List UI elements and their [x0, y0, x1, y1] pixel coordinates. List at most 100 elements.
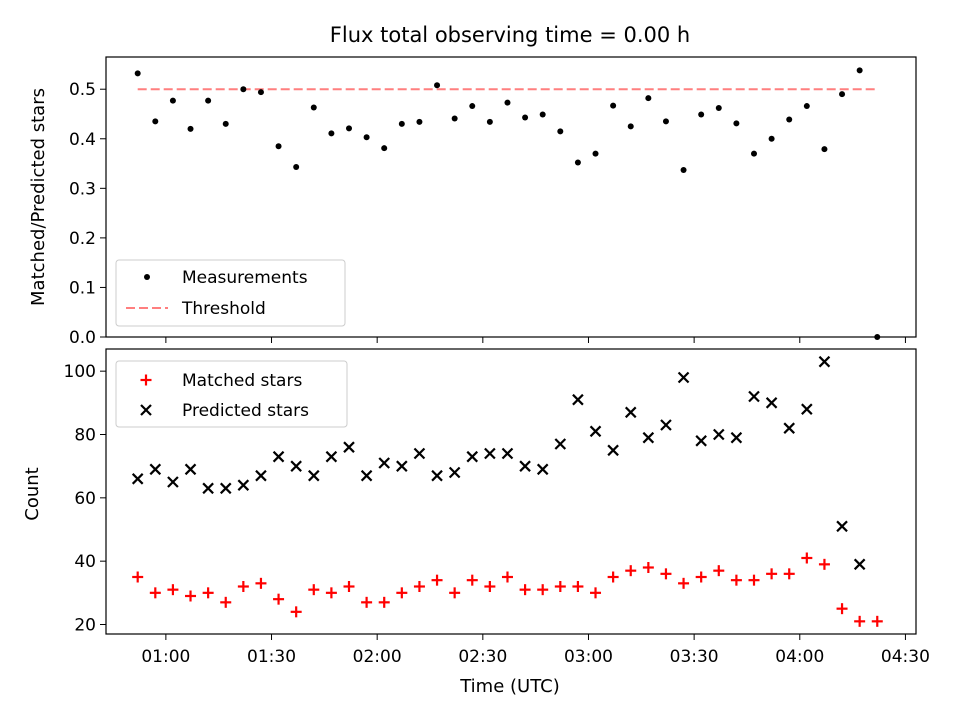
matched-star-marker [766, 568, 778, 580]
legend-predicted-marker-b [140, 404, 152, 416]
measurement-point [839, 91, 846, 98]
matched-star-marker [185, 590, 197, 602]
legend-label-matched: Matched stars [182, 371, 302, 391]
matched-star-marker [554, 581, 566, 592]
predicted-x-b [695, 435, 707, 447]
measurement-point [786, 116, 793, 123]
predicted-x-b [413, 447, 426, 460]
measurement-point [539, 111, 546, 118]
predicted-x-b [325, 450, 338, 463]
predicted-x-b [642, 431, 655, 444]
predicted-x-b [607, 444, 619, 457]
predicted-star-marker [325, 450, 338, 463]
matched-star-marker [167, 584, 179, 596]
top-legend: Measurements Threshold [115, 259, 346, 327]
predicted-x-b [184, 463, 197, 476]
matched-star-marker [378, 596, 390, 608]
predicted-star-marker [836, 520, 848, 533]
x-tick-label: 03:30 [670, 647, 719, 667]
measurement-point [434, 82, 441, 89]
x-tick-label: 01:30 [247, 647, 296, 667]
bottom-y-tick-label: 40 [74, 552, 96, 572]
bottom-panel: 20 40 60 80 100 01:00 01:30 02:00 02:30 03:00 03:3… [64, 348, 930, 667]
matched-star-marker [325, 587, 337, 599]
top-y-tick-label: 0.3 [69, 179, 96, 199]
matched-star-marker [836, 603, 848, 615]
predicted-x-b [360, 469, 373, 482]
predicted-x-b [748, 390, 760, 403]
matched-star-marker [678, 577, 690, 589]
predicted-star-marker [589, 425, 602, 438]
measurement-point [275, 143, 282, 150]
predicted-x-b [255, 469, 267, 482]
bottom-legend: Matched stars Predicted stars [115, 360, 348, 428]
predicted-star-marker [360, 469, 373, 482]
measurement-point [733, 120, 740, 127]
predicted-x-b [783, 422, 795, 434]
x-tick-label: 02:00 [353, 647, 402, 667]
matched-star-marker [801, 552, 813, 564]
matched-star-marker [413, 581, 425, 592]
x-tick-label: 04:30 [881, 647, 930, 667]
measurement-point [469, 103, 476, 110]
top-y-axis-label: Matched/Predicted stars [28, 88, 49, 306]
measurement-point [398, 120, 405, 127]
matched-star-marker [537, 584, 549, 596]
predicted-star-marker [167, 476, 179, 488]
matched-star-marker [695, 571, 707, 583]
predicted-star-marker [536, 463, 549, 476]
matched-star-marker [273, 593, 285, 605]
predicted-star-marker [431, 469, 443, 482]
bottom-plot-frame [105, 348, 917, 635]
matched-star-marker [642, 562, 654, 573]
predicted-x-b [572, 393, 584, 406]
top-y-tick-label: 0.2 [69, 229, 96, 249]
predicted-x-b [589, 425, 602, 438]
top-y-tick-label: 0.1 [69, 278, 96, 298]
measurement-point [645, 95, 652, 102]
measurement-point [662, 118, 669, 125]
matched-star-marker [484, 581, 496, 592]
predicted-star-marker [677, 371, 690, 384]
predicted-star-marker [572, 393, 584, 406]
measurement-point [134, 70, 141, 77]
predicted-x-b [484, 447, 496, 460]
x-tick-label: 03:00 [564, 647, 613, 667]
predicted-star-marker [290, 460, 302, 472]
measurement-point [293, 164, 300, 171]
measurement-point [310, 104, 317, 111]
predicted-x-b [149, 463, 162, 476]
predicted-star-marker [607, 444, 619, 457]
predicted-x-b [290, 460, 302, 472]
matched-star-marker [625, 565, 637, 577]
measurement-point [363, 134, 370, 141]
predicted-star-marker [396, 460, 408, 472]
legend-label-predicted: Predicted stars [182, 401, 309, 421]
measurement-point [152, 118, 159, 125]
matched-star-marker [730, 574, 742, 586]
measurement-point [504, 99, 511, 106]
measurement-point [328, 130, 335, 137]
predicted-star-marker [413, 447, 426, 460]
predicted-x-b [131, 473, 144, 485]
top-plot-frame [105, 56, 917, 338]
measurement-point [522, 114, 529, 121]
matched-star-marker [449, 587, 461, 599]
predicted-x-b [448, 466, 461, 479]
predicted-star-marker [219, 482, 232, 495]
measurement-point [486, 118, 493, 125]
measurement-point [346, 125, 352, 132]
predicted-x-b [431, 469, 443, 482]
predicted-star-marker [642, 431, 655, 444]
predicted-x-b [501, 447, 514, 460]
predicted-star-marker [713, 428, 725, 441]
predicted-star-marker [660, 419, 672, 431]
matched-star-marker [431, 574, 443, 586]
predicted-x-b [801, 403, 813, 415]
predicted-star-marker [801, 403, 813, 415]
top-legend-box [115, 259, 346, 327]
predicted-x-b [554, 438, 567, 450]
x-axis-label: Time (UTC) [459, 676, 560, 697]
predicted-star-marker [308, 469, 320, 482]
